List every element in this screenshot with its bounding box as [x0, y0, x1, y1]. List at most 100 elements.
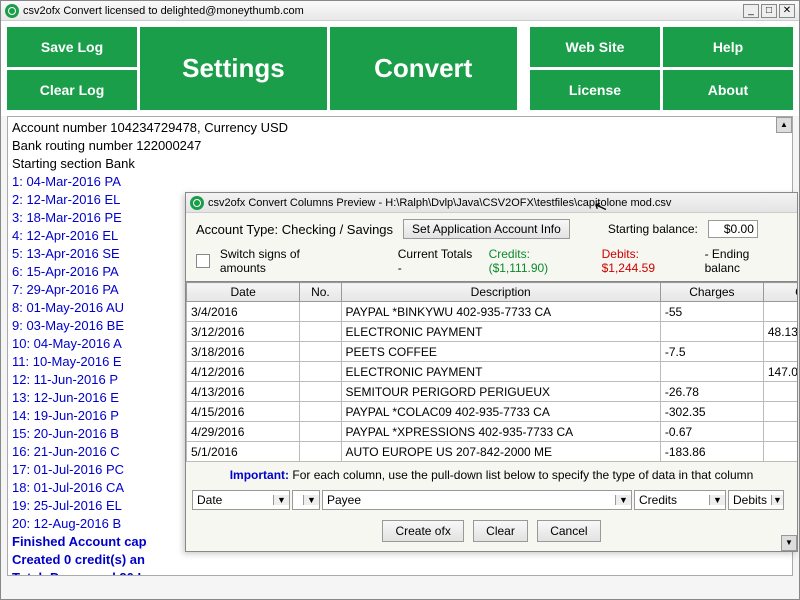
table-row[interactable]: 5/1/2016 AUTO EUROPE US 207-842-2000 ME-1… [187, 442, 798, 462]
maximize-button[interactable]: □ [761, 4, 777, 18]
selector-no[interactable]: ▼ [292, 490, 320, 510]
cell-chg[interactable]: -55 [660, 302, 763, 322]
cell-date[interactable]: 5/1/2016 [187, 442, 300, 462]
cell-desc[interactable]: PAYPAL *XPRESSIONS 402-935-7733 CA [341, 422, 660, 442]
log-line: Bank routing number 122000247 [12, 137, 788, 155]
log-line: Starting section Bank [12, 155, 788, 173]
chevron-down-icon[interactable]: ▼ [771, 495, 783, 505]
preview-title: csv2ofx Convert Columns Preview - H:\Ral… [208, 197, 793, 209]
credits-total: Credits: ($1,111.90) [489, 247, 592, 275]
starting-balance-label: Starting balance: [608, 222, 698, 236]
table-row[interactable]: 4/15/2016 PAYPAL *COLAC09 402-935-7733 CA… [187, 402, 798, 422]
cell-desc[interactable]: ELECTRONIC PAYMENT [341, 362, 660, 382]
scroll-down-icon[interactable]: ▼ [781, 535, 797, 551]
selector-credits[interactable]: Credits▼ [634, 490, 726, 510]
cell-no[interactable] [300, 402, 341, 422]
cancel-button[interactable]: Cancel [537, 520, 600, 542]
license-button[interactable]: License [530, 70, 660, 110]
selector-date[interactable]: Date▼ [192, 490, 290, 510]
save-log-button[interactable]: Save Log [7, 27, 137, 67]
important-text: For each column, use the pull-down list … [289, 468, 753, 482]
table-row[interactable]: 3/12/2016 ELECTRONIC PAYMENT 48.13 [187, 322, 798, 342]
cell-cred[interactable]: 147.06 [763, 362, 797, 382]
minimize-button[interactable]: _ [743, 4, 759, 18]
cell-chg[interactable] [660, 322, 763, 342]
clear-log-button[interactable]: Clear Log [7, 70, 137, 110]
cell-chg[interactable]: -0.67 [660, 422, 763, 442]
cell-cred[interactable] [763, 402, 797, 422]
table-row[interactable]: 3/4/2016 PAYPAL *BINKYWU 402-935-7733 CA-… [187, 302, 798, 322]
cell-desc[interactable]: PAYPAL *COLAC09 402-935-7733 CA [341, 402, 660, 422]
cell-cred[interactable] [763, 422, 797, 442]
cell-desc[interactable]: ELECTRONIC PAYMENT [341, 322, 660, 342]
website-button[interactable]: Web Site [530, 27, 660, 67]
table-row[interactable]: 4/29/2016 PAYPAL *XPRESSIONS 402-935-7733… [187, 422, 798, 442]
selector-payee[interactable]: Payee▼ [322, 490, 632, 510]
column-header[interactable]: C [763, 283, 797, 302]
cell-cred[interactable] [763, 342, 797, 362]
cell-date[interactable]: 4/13/2016 [187, 382, 300, 402]
cell-cred[interactable] [763, 302, 797, 322]
debits-total: Debits: $1,244.59 [602, 247, 695, 275]
cell-no[interactable] [300, 302, 341, 322]
table-row[interactable]: 3/18/2016 PEETS COFFEE-7.5 [187, 342, 798, 362]
cell-desc[interactable]: PEETS COFFEE [341, 342, 660, 362]
cell-no[interactable] [300, 422, 341, 442]
set-account-info-button[interactable]: Set Application Account Info [403, 219, 570, 239]
switch-signs-checkbox[interactable] [196, 254, 210, 268]
clear-button[interactable]: Clear [473, 520, 528, 542]
cell-date[interactable]: 3/18/2016 [187, 342, 300, 362]
preview-grid[interactable]: DateNo.DescriptionChargesC 3/4/2016 PAYPA… [186, 281, 797, 462]
chevron-down-icon[interactable]: ▼ [303, 495, 319, 505]
preview-actions: Create ofx Clear Cancel [186, 512, 797, 550]
cell-no[interactable] [300, 382, 341, 402]
cell-chg[interactable]: -183.86 [660, 442, 763, 462]
table-row[interactable]: 4/13/2016 SEMITOUR PERIGORD PERIGUEUX-26.… [187, 382, 798, 402]
cell-date[interactable]: 3/12/2016 [187, 322, 300, 342]
column-header[interactable]: No. [300, 283, 341, 302]
chevron-down-icon[interactable]: ▼ [709, 495, 725, 505]
cell-no[interactable] [300, 342, 341, 362]
important-label: Important: [230, 468, 289, 482]
cell-date[interactable]: 4/29/2016 [187, 422, 300, 442]
table-row[interactable]: 4/12/2016 ELECTRONIC PAYMENT 147.06 [187, 362, 798, 382]
cell-desc[interactable]: PAYPAL *BINKYWU 402-935-7733 CA [341, 302, 660, 322]
settings-button[interactable]: Settings [140, 27, 327, 110]
column-selectors: Date▼ ▼ Payee▼ Credits▼ Debits▼ [186, 488, 797, 512]
cell-date[interactable]: 3/4/2016 [187, 302, 300, 322]
cell-chg[interactable] [660, 362, 763, 382]
cell-cred[interactable] [763, 442, 797, 462]
chevron-down-icon[interactable]: ▼ [273, 495, 289, 505]
main-toolbar: Save Log Clear Log Settings Convert Web … [1, 21, 799, 116]
column-header[interactable]: Date [187, 283, 300, 302]
close-button[interactable]: ✕ [779, 4, 795, 18]
chevron-down-icon[interactable]: ▼ [615, 495, 631, 505]
cell-cred[interactable] [763, 382, 797, 402]
cell-desc[interactable]: SEMITOUR PERIGORD PERIGUEUX [341, 382, 660, 402]
cell-no[interactable] [300, 442, 341, 462]
app-icon [190, 196, 204, 210]
ending-balance-label: - Ending balanc [705, 247, 787, 275]
create-ofx-button[interactable]: Create ofx [382, 520, 463, 542]
cell-cred[interactable]: 48.13 [763, 322, 797, 342]
cell-date[interactable]: 4/15/2016 [187, 402, 300, 422]
about-button[interactable]: About [663, 70, 793, 110]
cell-date[interactable]: 4/12/2016 [187, 362, 300, 382]
help-button[interactable]: Help [663, 27, 793, 67]
log-line: 1: 04-Mar-2016 PA [12, 173, 788, 191]
cell-chg[interactable]: -26.78 [660, 382, 763, 402]
log-line: Total: Processed 20 L [12, 569, 788, 576]
column-header[interactable]: Description [341, 283, 660, 302]
cell-desc[interactable]: AUTO EUROPE US 207-842-2000 ME [341, 442, 660, 462]
starting-balance-input[interactable] [708, 220, 758, 238]
log-line: Created 0 credit(s) an [12, 551, 788, 569]
cell-chg[interactable]: -302.35 [660, 402, 763, 422]
column-header[interactable]: Charges [660, 283, 763, 302]
selector-debits[interactable]: Debits▼ [728, 490, 784, 510]
convert-button[interactable]: Convert [330, 27, 517, 110]
account-type-label: Account Type: Checking / Savings [196, 222, 393, 237]
cell-chg[interactable]: -7.5 [660, 342, 763, 362]
scroll-up-icon[interactable]: ▲ [776, 117, 792, 133]
cell-no[interactable] [300, 362, 341, 382]
cell-no[interactable] [300, 322, 341, 342]
